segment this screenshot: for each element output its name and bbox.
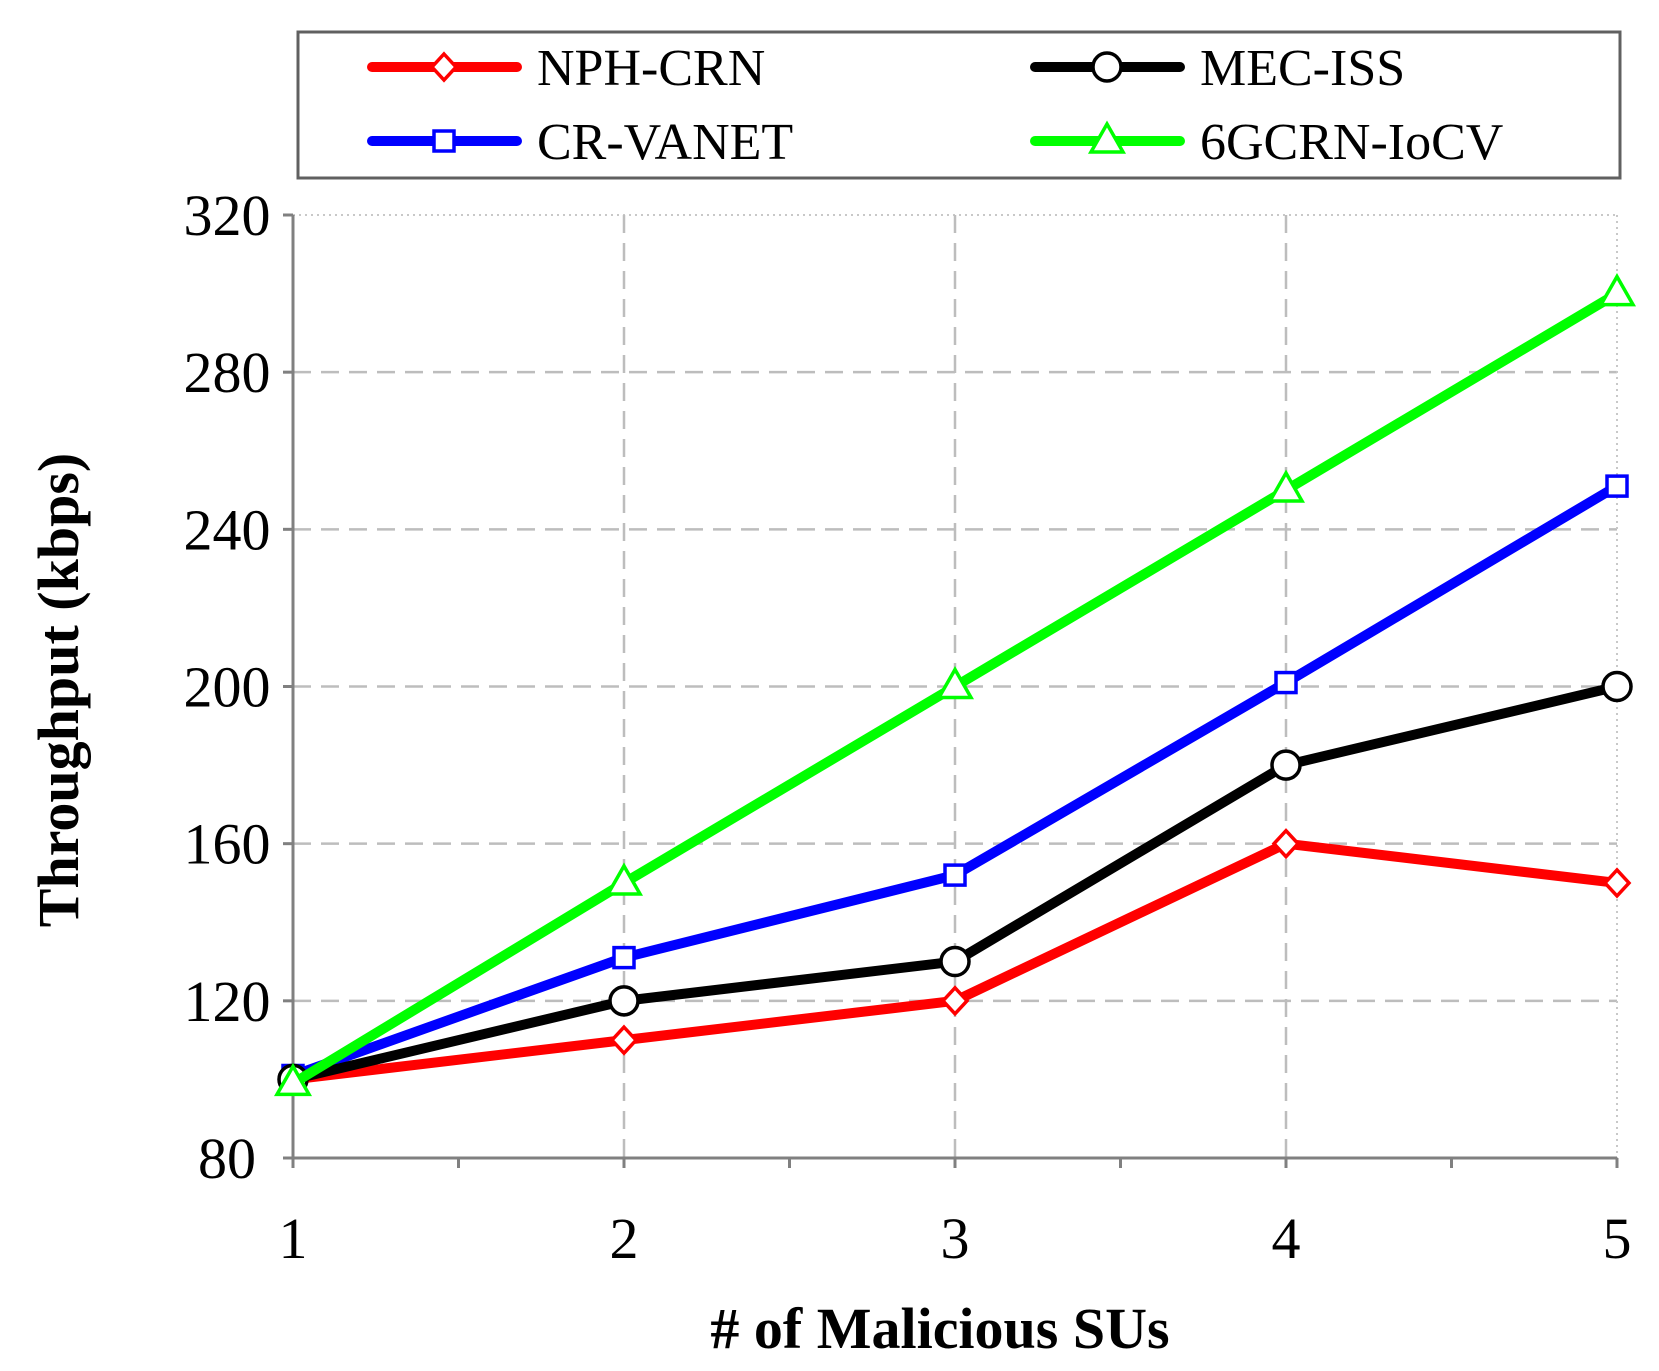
data-point [940,985,970,1017]
data-point [935,665,975,700]
data-point [612,945,636,970]
data-point [1602,867,1632,899]
series-layer [273,273,1637,1097]
legend-item-mec-iss: MEC-ISS [1030,40,1405,97]
y-tick-label: 320 [184,183,271,248]
series-6gcrn-iocv [273,273,1637,1097]
y-tick-label: 160 [184,812,271,877]
legend-box [296,30,1622,180]
data-point [273,1062,313,1097]
data-point [1271,828,1301,860]
legend-item-6gcrn-iocv: 6GCRN-IoCV [1030,114,1503,171]
data-point [1605,474,1629,498]
legend-marker [1087,120,1127,154]
legend-marker [1091,51,1123,83]
legend-label: 6GCRN-IoCV [1200,114,1503,171]
x-axis-title: # of Malicious SUs [710,1296,1169,1361]
legend-item-nph-crn: NPH-CRN [367,40,765,97]
data-point [604,862,644,896]
legend-item-cr-vanet: CR-VANET [367,114,793,171]
y-tick-label: 240 [184,497,271,562]
data-point [1597,273,1637,307]
data-point [1274,670,1298,695]
y-tick-label: 120 [184,969,271,1034]
legend: NPH-CRN MEC-ISS CR-VANET 6GCRN-IoCV [296,30,1622,180]
legend-label: CR-VANET [537,114,793,171]
x-tick-label: 5 [1603,1206,1632,1271]
data-point [939,945,971,978]
x-tick-label: 2 [610,1206,639,1271]
legend-label: NPH-CRN [537,40,765,97]
x-tick-label: 3 [941,1206,970,1271]
legend-marker [432,129,456,153]
x-tick-label: 4 [1272,1206,1301,1271]
data-point [1270,749,1302,781]
legend-label: MEC-ISS [1200,40,1405,97]
y-tick-label: 280 [184,340,271,405]
data-point [608,985,640,1017]
y-tick-label: 80 [198,1126,256,1191]
tick-labels: 80 120 160 200 240 280 320 1 2 3 4 5 [184,183,1632,1271]
x-tick-label: 1 [279,1206,308,1271]
legend-marker [429,51,459,83]
y-axis-title: Throughput (kbps) [26,453,91,927]
data-point [609,1024,639,1056]
data-point [1266,469,1306,503]
y-tick-label: 200 [184,655,271,720]
axes [283,213,1619,1168]
data-point [1601,670,1633,703]
data-point [943,863,967,887]
